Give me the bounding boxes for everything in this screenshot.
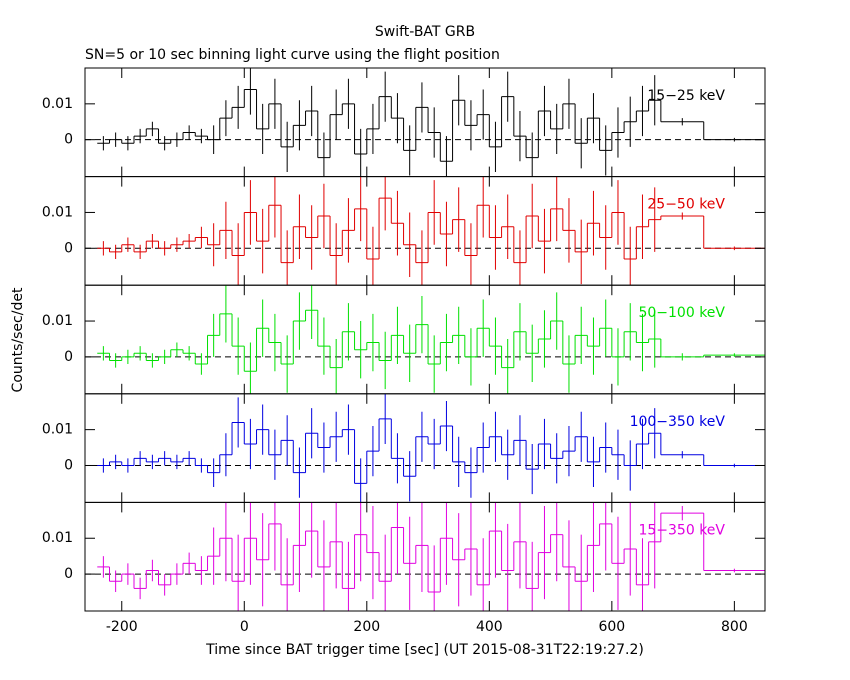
panel-frame (84, 501, 766, 612)
y-tick-label: 0 (64, 566, 73, 582)
x-tick-label: 400 (476, 619, 503, 635)
panel-frame (84, 284, 766, 395)
x-tick-label: 800 (721, 619, 748, 635)
panel (85, 393, 765, 503)
y-tick-label: 0.01 (42, 204, 73, 220)
panel-frame (84, 67, 766, 178)
y-tick-label: 0.01 (42, 313, 73, 329)
panel (85, 176, 765, 286)
x-tick-label: -200 (106, 619, 138, 635)
y-tick-label: 0 (64, 457, 73, 473)
x-tick-label: 200 (353, 619, 380, 635)
band-label: 100−350 keV (630, 414, 726, 430)
y-tick-label: 0 (64, 132, 73, 148)
band-label: 25−50 keV (647, 197, 725, 213)
x-tick-label: 0 (240, 619, 249, 635)
y-axis-label: Counts/sec/det (10, 287, 26, 392)
x-axis-label: Time since BAT trigger time [sec] (UT 20… (205, 642, 644, 658)
chart-title: Swift-BAT GRB (375, 24, 475, 40)
chart-subtitle: SN=5 or 10 sec binning light curve using… (85, 47, 500, 63)
y-tick-label: 0 (64, 349, 73, 365)
panel (85, 285, 765, 394)
band-label: 15−25 keV (647, 88, 725, 104)
y-tick-label: 0.01 (42, 530, 73, 546)
panel-frame (84, 393, 766, 503)
panel-frame (84, 176, 766, 286)
y-tick-label: 0.01 (42, 96, 73, 112)
panel (85, 502, 765, 611)
band-label: 15−350 keV (638, 522, 725, 538)
y-tick-label: 0 (64, 240, 73, 256)
x-tick-label: 600 (598, 619, 625, 635)
y-tick-label: 0.01 (42, 422, 73, 438)
panel (85, 68, 765, 177)
band-label: 50−100 keV (638, 305, 725, 321)
